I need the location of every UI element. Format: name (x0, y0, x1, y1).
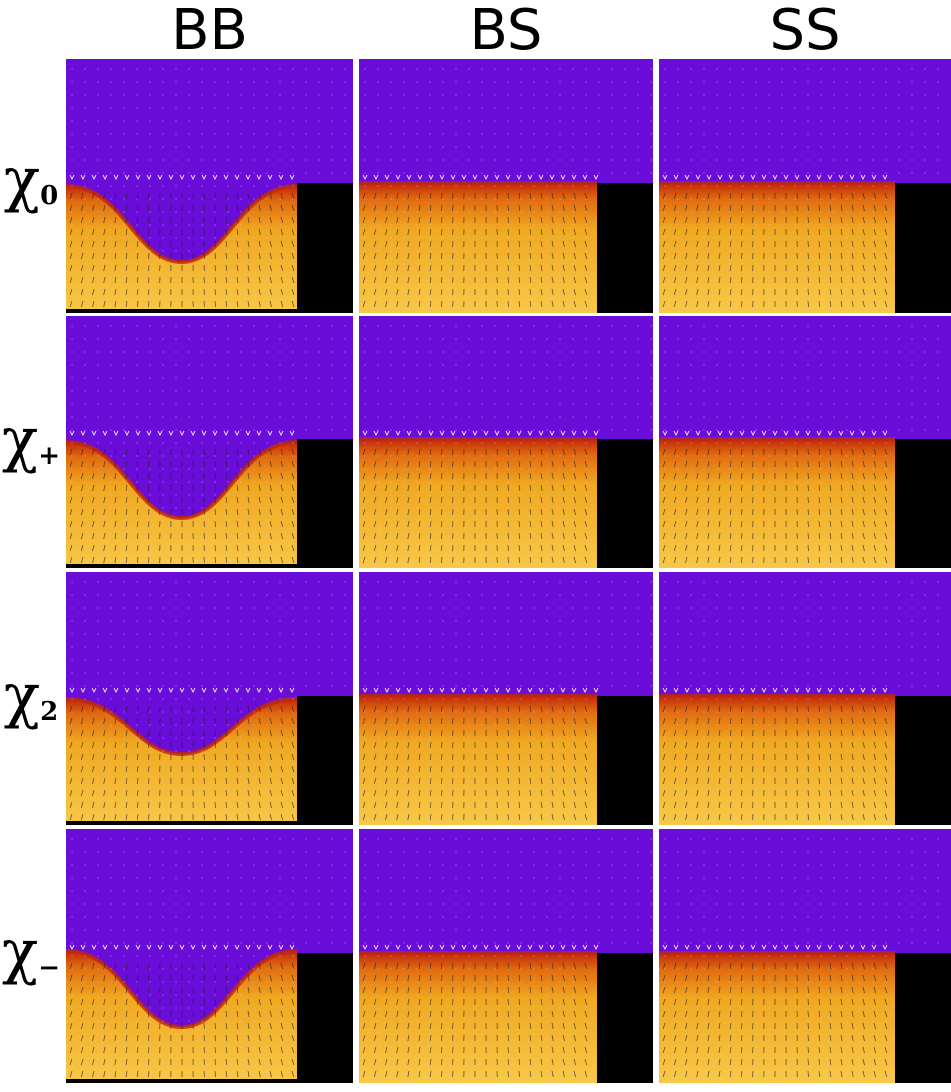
field-panel-chiplus-ss (659, 316, 951, 568)
lower-phase-region (66, 186, 297, 313)
interface-arrows (362, 687, 599, 694)
row-label-chi2: χ2 (0, 666, 62, 742)
field-plot (659, 316, 951, 568)
vector-field-arrows (662, 962, 888, 1078)
obstacle-block (895, 439, 951, 568)
interface-arrows (69, 944, 295, 951)
row-label-symbol: χ (1, 917, 39, 987)
field-plot (66, 829, 353, 1083)
lower-phase-region (66, 442, 297, 568)
field-panel-chiplus-bb (66, 316, 353, 568)
column-header-bb: BB (171, 0, 248, 63)
field-plot (659, 59, 951, 313)
obstacle-block (895, 183, 951, 313)
vector-field-arrows (662, 448, 888, 564)
vector-field-arrows (662, 192, 888, 308)
field-panel-chiminus-bb (66, 829, 353, 1083)
row-label-chiplus: χ+ (0, 410, 62, 486)
row-label-chi0: χ0 (0, 150, 62, 226)
bottom-wall (66, 564, 353, 568)
interface-line (66, 697, 298, 757)
interface-arrows (662, 430, 888, 437)
interface-arrows (662, 944, 888, 951)
row-label-chiminus: χ− (0, 922, 62, 998)
column-header-ss: SS (769, 0, 841, 63)
lower-phase-region (359, 183, 597, 313)
field-panel-chi0-ss (659, 59, 951, 313)
column-header-bs: BS (469, 0, 543, 63)
vector-field-arrows (362, 705, 588, 821)
interface-arrows (662, 174, 888, 181)
lower-phase-region (659, 183, 895, 313)
field-plot (359, 59, 653, 313)
field-plot (359, 572, 653, 825)
field-panel-chiminus-ss (659, 829, 951, 1083)
row-label-symbol: χ (3, 661, 41, 731)
row-label-symbol: χ (1, 405, 39, 475)
vector-field-arrows (69, 962, 295, 1078)
interface-line (66, 184, 298, 265)
lower-phase-region (659, 439, 895, 568)
vector-field-arrows (362, 192, 588, 308)
interface-arrows (69, 174, 295, 181)
lower-phase-region (359, 696, 597, 825)
lower-phase-region (359, 439, 597, 568)
field-panel-chi0-bs (359, 59, 653, 313)
interface-line (66, 949, 298, 1030)
interface-arrows (69, 430, 295, 437)
vector-dot-grid (71, 68, 346, 304)
field-plot (659, 829, 951, 1083)
row-label-subscript: + (38, 441, 61, 471)
obstacle-block (597, 696, 653, 825)
row-label-symbol: χ (3, 145, 41, 215)
interface-line (66, 440, 298, 521)
field-panel-chi2-bs (359, 572, 653, 825)
obstacle-block (597, 953, 653, 1083)
row-label-subscript: − (38, 953, 61, 983)
interface-arrows (362, 944, 599, 951)
obstacle-block (895, 696, 951, 825)
field-plot (66, 59, 353, 313)
interface-arrows (662, 687, 888, 694)
field-panel-chiplus-bs (359, 316, 653, 568)
row-label-subscript: 0 (40, 181, 59, 211)
obstacle-block (297, 183, 353, 313)
field-plot (359, 316, 653, 568)
field-panel-chiminus-bs (359, 829, 653, 1083)
bottom-wall (66, 1079, 353, 1083)
obstacle-block (297, 439, 353, 568)
vector-field-arrows (69, 448, 295, 564)
obstacle-block (597, 439, 653, 568)
obstacle-block (297, 953, 353, 1083)
vector-field-arrows (362, 962, 588, 1078)
bottom-wall (66, 309, 353, 313)
row-label-subscript: 2 (40, 697, 59, 727)
vector-field-arrows (69, 192, 295, 308)
obstacle-block (297, 696, 353, 825)
interface-arrows (69, 687, 295, 694)
lower-phase-region (359, 953, 597, 1083)
lower-phase-region (659, 953, 895, 1083)
vector-field-arrows (662, 705, 888, 821)
field-panel-chi2-bb (66, 572, 353, 825)
lower-phase-region (659, 696, 895, 825)
lower-phase-region (66, 699, 297, 825)
field-panel-chi0-bb (66, 59, 353, 313)
vector-dot-grid (71, 581, 346, 817)
obstacle-block (895, 953, 951, 1083)
bottom-wall (66, 821, 353, 825)
obstacle-block (597, 183, 653, 313)
vector-dot-grid (364, 325, 652, 561)
field-plot (66, 572, 353, 825)
interface-arrows (362, 174, 599, 181)
field-plot (66, 316, 353, 568)
field-plot (359, 829, 653, 1083)
field-plot (659, 572, 951, 825)
interface-arrows (362, 430, 599, 437)
vector-field-arrows (69, 705, 295, 821)
vector-field-arrows (362, 448, 588, 564)
field-panel-chi2-ss (659, 572, 951, 825)
